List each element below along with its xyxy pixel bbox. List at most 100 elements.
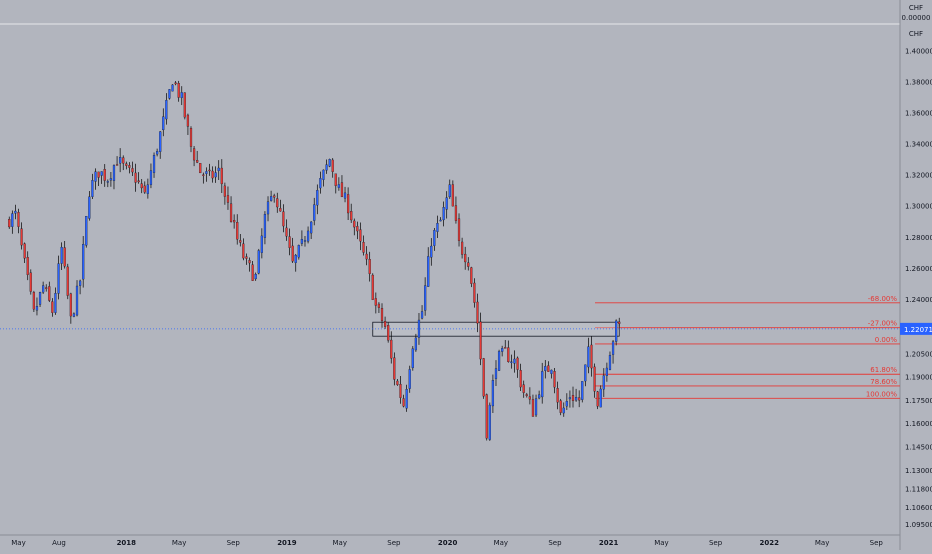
price-tick-label: 1.28000 <box>905 234 932 242</box>
candle-body <box>229 203 233 222</box>
candle-body <box>559 400 562 413</box>
time-tick-label: 2021 <box>599 539 619 547</box>
candle-body <box>162 116 165 131</box>
candle-body <box>106 181 109 183</box>
time-tick-label: Sep <box>387 539 401 547</box>
candle-body <box>189 128 193 147</box>
candle-body <box>464 253 467 263</box>
candle-body <box>605 367 608 377</box>
candle-body <box>100 171 103 176</box>
candle-body <box>420 311 424 319</box>
candle-body <box>568 397 572 400</box>
candle-body <box>152 155 156 173</box>
time-axis[interactable]: May Aug 2018 May Sep 2019 May Sep 2020 May Sep 2021… <box>11 539 883 547</box>
price-tick-label: 1.38000 <box>905 78 932 86</box>
candle-body <box>220 167 223 185</box>
candle-body <box>368 259 371 274</box>
time-tick-label: Sep <box>870 539 884 547</box>
candle-body <box>424 285 427 311</box>
time-tick-label: 2020 <box>438 539 458 547</box>
candle-body <box>35 306 39 311</box>
candle-body <box>54 293 57 313</box>
price-tick-label: 1.20500 <box>905 350 932 358</box>
candle-body <box>581 381 584 400</box>
price-axis[interactable]: 1.40000 1.38000 1.36000 1.34000 1.32000 1.300… <box>900 47 932 529</box>
candle-body <box>97 171 100 178</box>
time-tick-label: 2018 <box>117 539 137 547</box>
candle-body <box>63 247 66 267</box>
candle-body <box>115 164 119 166</box>
candle-body <box>109 178 113 181</box>
candle-body <box>427 256 430 287</box>
time-tick-label: 2022 <box>760 539 780 547</box>
currency-label-top: CHF <box>909 4 923 12</box>
fib-label: -27.00% <box>868 320 898 328</box>
candle-body <box>294 254 297 263</box>
candle-body <box>615 320 618 342</box>
candle-body <box>531 399 535 417</box>
candle-body <box>362 241 365 253</box>
price-tick-label: 1.40000 <box>905 47 932 55</box>
candle-body <box>599 388 602 408</box>
candle-body <box>128 165 131 168</box>
candle-body <box>48 286 51 301</box>
price-tick-label: 1.10600 <box>905 504 932 512</box>
candle-body <box>254 274 257 280</box>
candle-body <box>448 184 451 198</box>
candle-body <box>82 244 85 280</box>
candle-body <box>26 257 29 275</box>
candle-body <box>457 218 461 241</box>
candle-body <box>192 148 196 161</box>
candle-body <box>519 370 522 388</box>
time-tick-label: May <box>333 539 347 547</box>
candle-body <box>69 293 72 317</box>
candle-body <box>57 263 60 294</box>
candle-body <box>371 274 374 300</box>
candle-body <box>337 184 340 188</box>
candle-body <box>608 355 612 370</box>
fibonacci-levels[interactable]: -68.00% -27.00% 0.00% 61.80% 78.60% 100.00% <box>595 295 900 399</box>
price-tick-label: 1.09500 <box>905 521 932 529</box>
price-tick-label: 1.24000 <box>905 296 932 304</box>
candle-body <box>602 375 605 390</box>
candle-body <box>260 235 263 253</box>
candle-body <box>377 303 381 308</box>
candle-body <box>399 384 402 398</box>
price-tick-label: 1.16000 <box>905 420 932 428</box>
candle-body <box>85 216 88 246</box>
candle-body <box>257 250 260 274</box>
candle-body <box>319 178 322 189</box>
price-tick-label: 1.26000 <box>905 265 932 273</box>
candle-body <box>470 267 473 284</box>
candle-body <box>306 230 310 242</box>
candle-body <box>501 348 504 352</box>
candle-body <box>513 358 516 364</box>
candle-body <box>14 210 17 214</box>
candle-body <box>205 171 208 174</box>
candle-body <box>112 165 116 181</box>
candle-body <box>408 369 411 389</box>
candle-body <box>156 151 159 155</box>
candle-body <box>303 240 307 242</box>
candle-body <box>174 82 177 85</box>
candle-body <box>593 366 596 392</box>
candle-body <box>347 194 350 214</box>
candle-body <box>159 131 162 152</box>
candle-body <box>45 287 48 289</box>
candle-body <box>445 197 448 210</box>
candle-body <box>199 163 202 174</box>
candle-body <box>516 357 519 370</box>
price-tick-label: 1.14500 <box>905 443 932 451</box>
candle-body <box>94 171 97 182</box>
candle-body <box>122 157 125 164</box>
fib-label: 100.00% <box>866 390 897 398</box>
candle-body <box>291 245 294 262</box>
candle-body <box>273 195 276 198</box>
candle-body <box>11 213 14 227</box>
candle-body <box>208 169 211 172</box>
candle-body <box>51 301 54 313</box>
candle-body <box>550 369 553 374</box>
candle-body <box>149 170 153 185</box>
